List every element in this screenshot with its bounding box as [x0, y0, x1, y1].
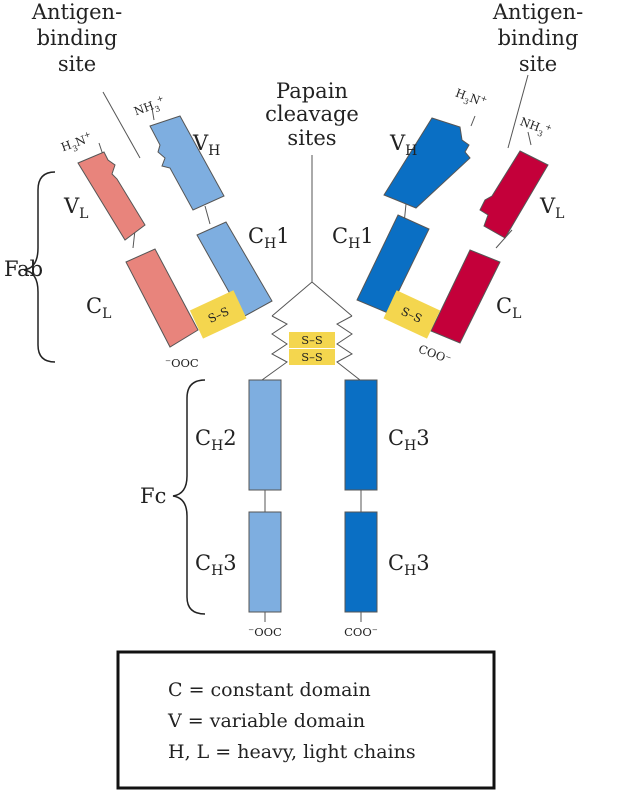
left-antigen-label-line1: Antigen-: [31, 0, 122, 24]
fab-label: Fab: [4, 257, 43, 281]
fc-label: Fc: [140, 484, 166, 508]
legend-line-variable: V = variable domain: [167, 710, 365, 732]
left-ch1-domain: [196, 221, 273, 318]
left-cl-label: CL: [86, 294, 111, 322]
papain-pointer-split: [271, 281, 353, 317]
right-cl-domain: [430, 249, 501, 344]
right-vl-label: VL: [539, 194, 564, 222]
svg-text:S–S: S–S: [301, 350, 323, 364]
left-antigen-label-line2: binding: [37, 26, 118, 50]
left-disulfide-bond: S–S: [189, 290, 247, 339]
papain-label-line1: Papain: [276, 79, 348, 103]
right-vh-domain: [383, 117, 471, 209]
fc-right-c-terminus: COO⁻: [344, 625, 378, 639]
right-vh-label: VH: [389, 131, 417, 159]
fc-right-upper-domain: [344, 379, 378, 491]
right-disulfide-bond: S–S: [383, 290, 441, 339]
fc-right-upper-label: CH3: [388, 426, 430, 454]
legend-line-chains: H, L = heavy, light chains: [168, 741, 416, 763]
right-antigen-label-line3: site: [519, 52, 557, 76]
fc-right-lower-domain: [344, 511, 378, 613]
papain-label-line3: sites: [287, 126, 336, 150]
left-vl-domain: [77, 151, 146, 241]
hinge-disulfide-bond-top: S–S: [289, 332, 335, 348]
left-vh-domain: [149, 115, 225, 211]
fc-left-ch3-domain: [248, 511, 282, 613]
right-antigen-pointer: [507, 74, 529, 149]
right-light-c-terminus: COO⁻: [417, 342, 453, 367]
left-cl-domain: [125, 248, 199, 348]
chain-linkers: [98, 107, 532, 622]
left-light-n-terminus: H3N+: [59, 129, 95, 157]
fc-left-ch3-label: CH3: [195, 551, 237, 579]
hinge-disulfide-bond-bottom: S–S: [289, 349, 335, 365]
fab-brace: [23, 171, 56, 363]
right-vl-domain: [479, 150, 549, 239]
left-vh-label: VH: [192, 131, 220, 159]
left-ch1-label: CH1: [248, 224, 290, 252]
fc-right-lower-label: CH3: [388, 551, 430, 579]
left-antigen-pointer: [102, 91, 141, 159]
right-light-n-terminus: NH3+: [517, 113, 553, 141]
legend-box: [116, 650, 496, 790]
left-light-c-terminus: ⁻OOC: [165, 356, 199, 370]
right-ch1-label: CH1: [332, 224, 374, 252]
left-heavy-n-terminus: NH3+: [132, 93, 168, 121]
fc-left-c-terminus: ⁻OOC: [248, 625, 282, 639]
legend-line-constant: C = constant domain: [168, 679, 371, 701]
svg-text:S–S: S–S: [301, 333, 323, 347]
papain-label-line2: cleavage: [265, 102, 359, 126]
right-heavy-n-terminus: H3N+: [453, 85, 489, 113]
left-vl-label: VL: [63, 194, 88, 222]
right-cl-label: CL: [496, 294, 521, 322]
right-antigen-label-line2: binding: [498, 26, 579, 50]
fc-left-ch2-label: CH2: [195, 426, 237, 454]
fc-brace: [172, 379, 206, 615]
right-antigen-label-line1: Antigen-: [492, 0, 583, 24]
fc-left-ch2-domain: [248, 379, 282, 491]
left-antigen-label-line3: site: [58, 52, 96, 76]
